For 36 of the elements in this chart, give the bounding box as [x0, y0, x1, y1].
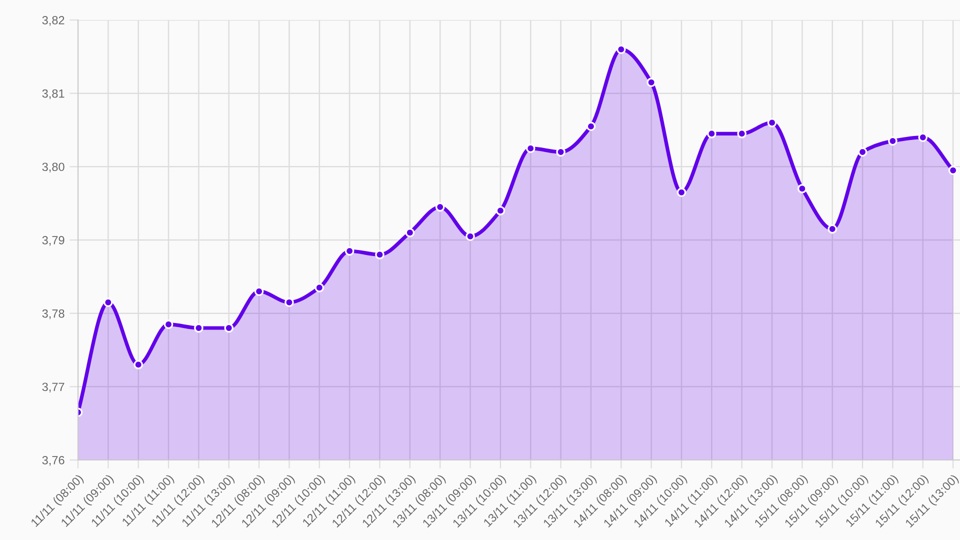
- point: [676, 188, 686, 197]
- point: [284, 298, 294, 307]
- point: [888, 136, 898, 146]
- point: [375, 250, 384, 260]
- y-tick-label: 3,80: [42, 162, 64, 172]
- point: [314, 283, 324, 292]
- point: [646, 78, 656, 87]
- y-tick-label: 3,81: [42, 89, 64, 100]
- point: [526, 144, 536, 153]
- y-tick-label: 3,79: [42, 236, 64, 246]
- point: [586, 122, 596, 131]
- point: [737, 129, 746, 138]
- point: [164, 320, 174, 329]
- point: [767, 118, 777, 128]
- y-tick-label: 3,82: [42, 16, 64, 26]
- point: [104, 298, 113, 307]
- point: [194, 323, 204, 333]
- point: [466, 232, 475, 241]
- point: [405, 228, 415, 238]
- point: [828, 224, 838, 234]
- point: [707, 129, 716, 138]
- point: [496, 206, 506, 216]
- point: [224, 323, 234, 333]
- point: [616, 44, 626, 54]
- point: [858, 147, 868, 157]
- point: [556, 147, 566, 157]
- point: [798, 184, 807, 194]
- point: [344, 246, 354, 256]
- y-tick-label: 3,77: [42, 382, 64, 392]
- point: [918, 132, 928, 142]
- y-tick-label: 3,76: [42, 456, 64, 466]
- point: [948, 166, 958, 175]
- point: [435, 202, 445, 212]
- point: [254, 286, 264, 296]
- point: [134, 360, 144, 370]
- y-tick-label: 3,78: [42, 309, 64, 320]
